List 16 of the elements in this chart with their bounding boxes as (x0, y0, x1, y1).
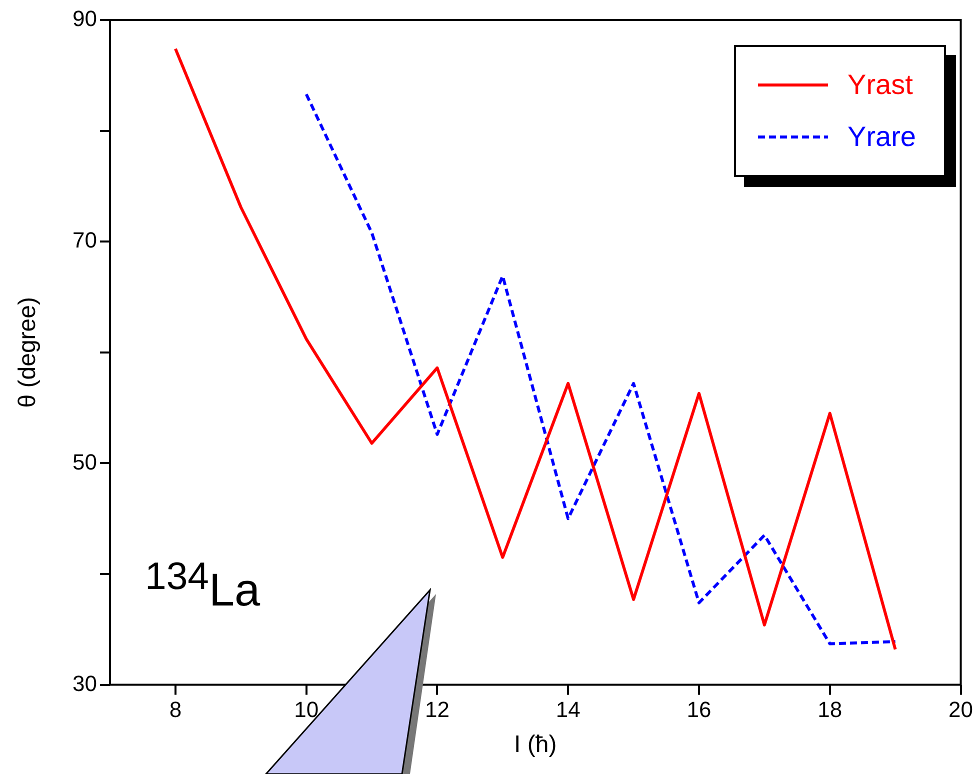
legend-label: Yrare (848, 121, 916, 153)
y-tick-label: 30 (72, 670, 97, 696)
x-tick-label: 18 (818, 697, 842, 722)
y-axis-title: θ (degree) (14, 297, 42, 408)
x-tick-label: 10 (294, 697, 319, 722)
x-tick-label: 12 (424, 697, 450, 722)
y-tick-label: 90 (72, 6, 97, 32)
x-tick-label: 14 (556, 697, 580, 722)
x-tick-label: 16 (686, 697, 712, 722)
x-tick-label: 20 (948, 697, 974, 722)
legend-label: Yrast (848, 69, 913, 101)
x-tick-label: 8 (169, 697, 182, 722)
x-axis-title: I (ħ) (514, 731, 557, 758)
y-tick-label: 50 (72, 449, 97, 474)
y-tick-label: 70 (72, 228, 97, 253)
annotation: $^{134}$La (145, 555, 260, 616)
